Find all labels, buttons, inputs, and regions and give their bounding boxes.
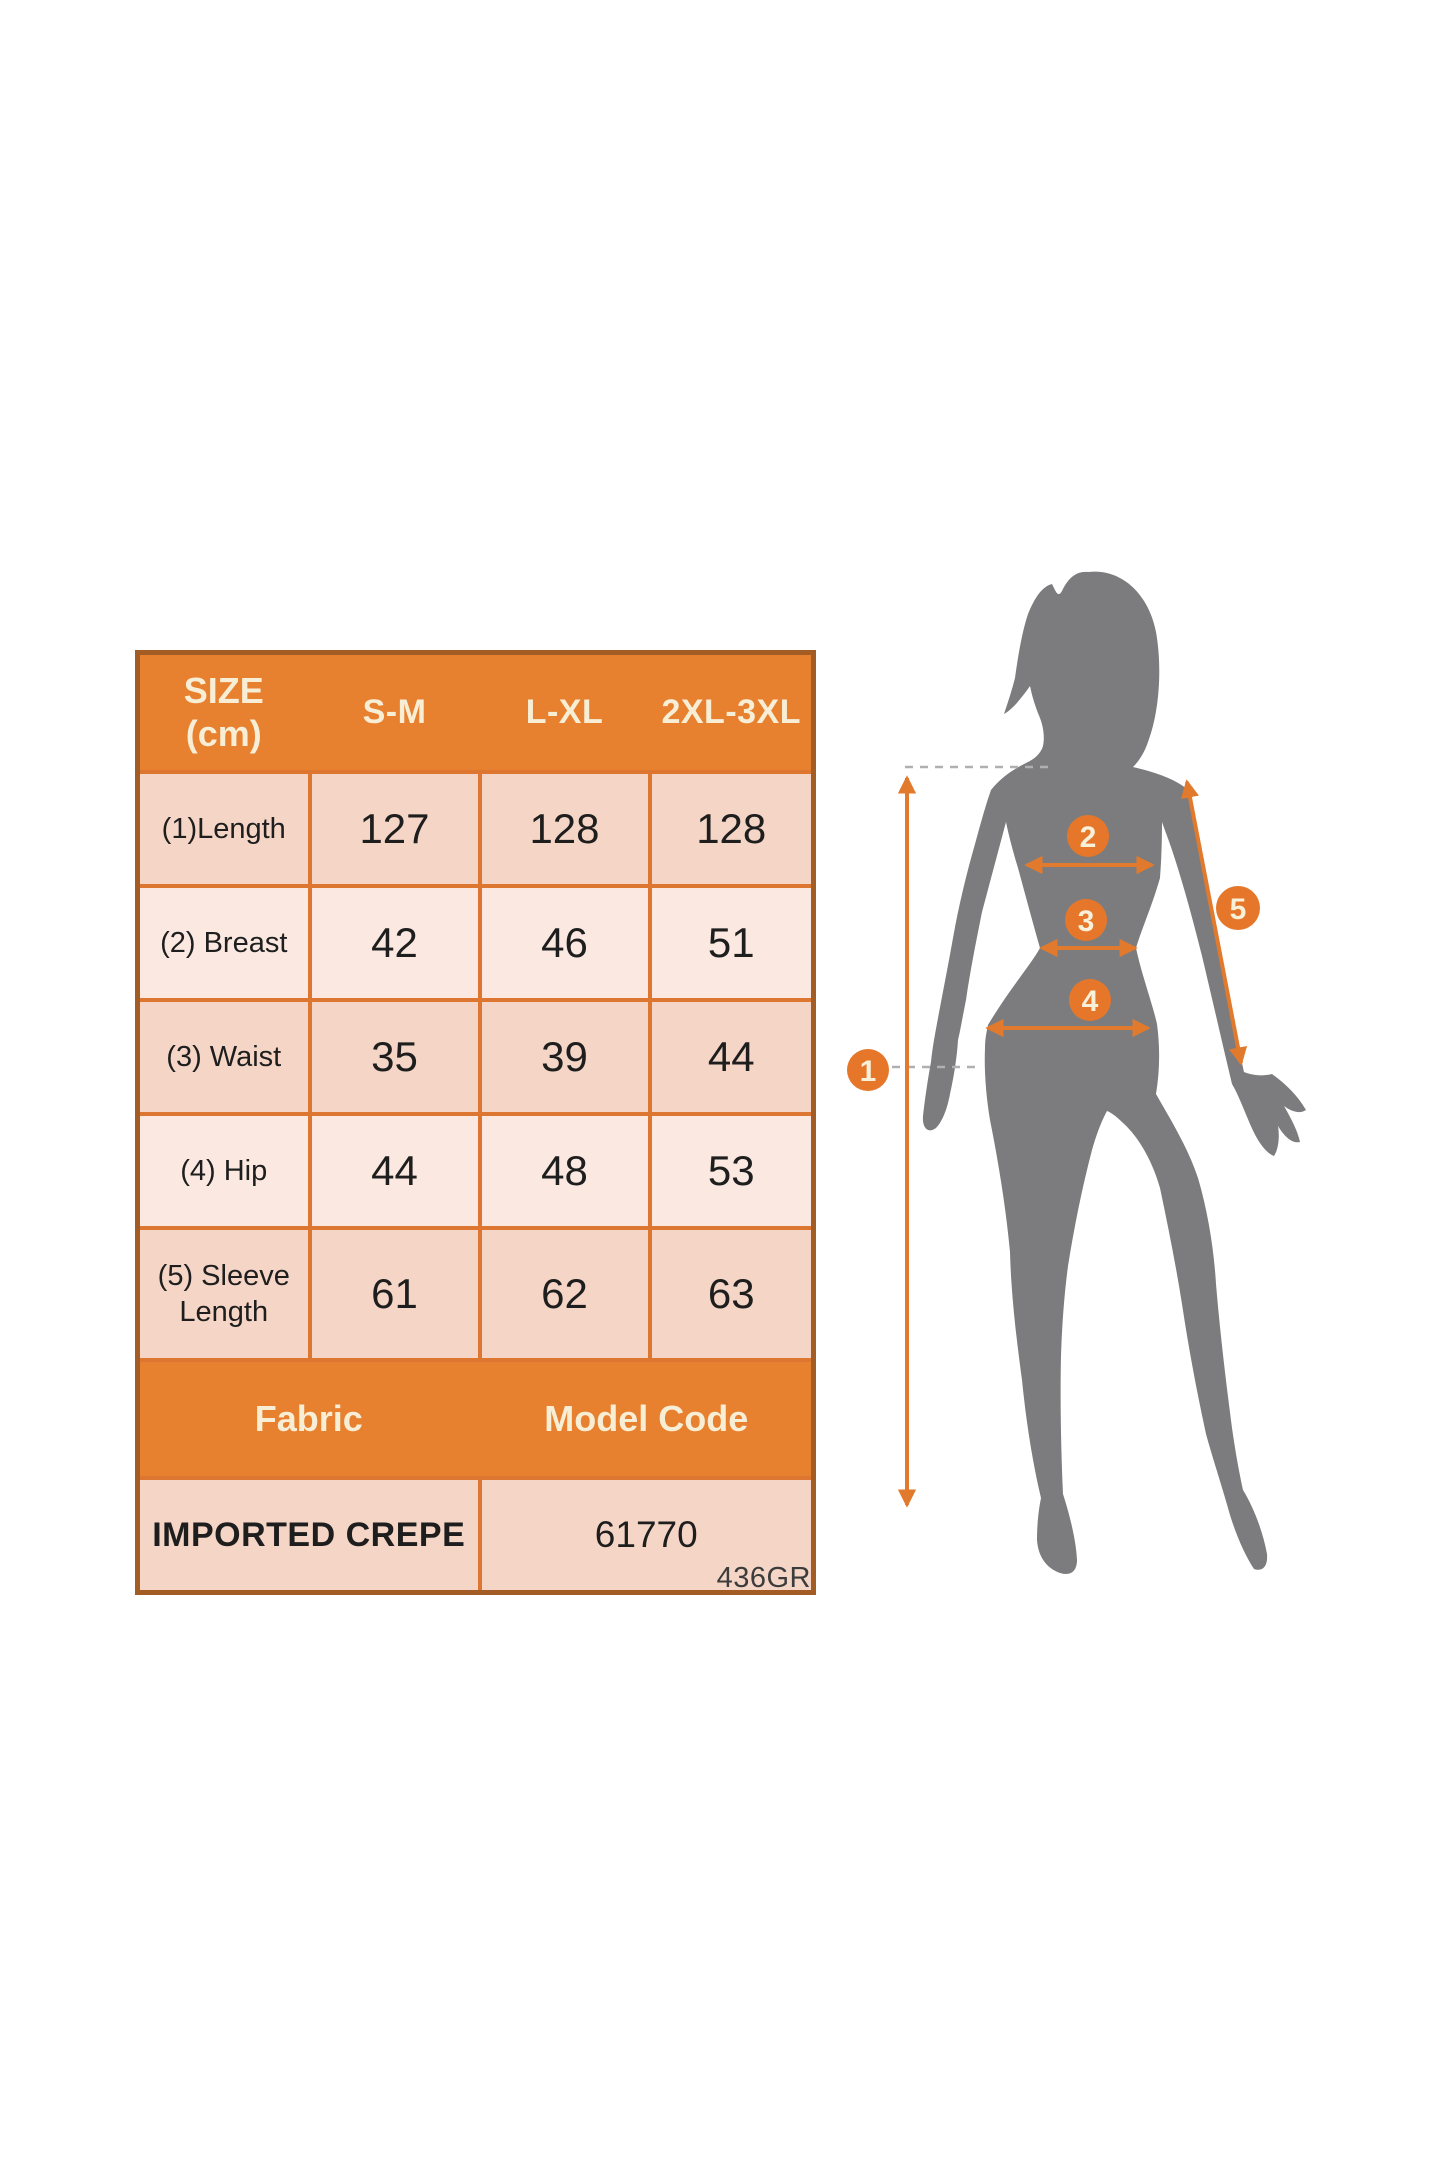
hip-marker: 4 — [1069, 979, 1111, 1021]
size-header-line1: SIZE — [183, 670, 264, 712]
table-footer-values-row: IMPORTED CREPE 61770 — [135, 1476, 816, 1595]
female-silhouette — [922, 571, 1306, 1574]
size-header-line2: (cm) — [185, 712, 262, 754]
length-2xl3xl-value: 128 — [647, 770, 816, 888]
size-chart-table: SIZE (cm) S-M L-XL 2XL-3XL (1)Length 127… — [135, 650, 816, 1595]
length-marker: 1 — [847, 1049, 889, 1091]
breast-marker-number: 2 — [1080, 821, 1097, 854]
size-chart: SIZE (cm) S-M L-XL 2XL-3XL (1)Length 127… — [135, 650, 816, 1595]
sleeve-marker: 5 — [1216, 886, 1260, 930]
column-header-2xl3xl: 2XL-3XL — [647, 650, 816, 774]
hip-marker-number: 4 — [1082, 985, 1099, 1018]
sleeve-sm-value: 61 — [307, 1226, 482, 1362]
hip-lxl-value: 48 — [477, 1112, 652, 1230]
sleeve-marker-number: 5 — [1230, 893, 1247, 926]
table-header-row: SIZE (cm) S-M L-XL 2XL-3XL — [135, 650, 816, 774]
length-lxl-value: 128 — [477, 770, 652, 888]
table-footer-header-row: Fabric Model Code — [135, 1358, 816, 1480]
model-code-value-cell: 61770 — [477, 1476, 816, 1595]
table-row-breast: (2) Breast 42 46 51 — [135, 884, 816, 1002]
breast-2xl3xl-value: 51 — [647, 884, 816, 1002]
size-cm-header-cell: SIZE (cm) — [135, 650, 312, 774]
waist-2xl3xl-value: 44 — [647, 998, 816, 1116]
model-code-header-cell: Model Code — [477, 1358, 816, 1480]
row-label-sleeve-length: (5) Sleeve Length — [135, 1226, 312, 1362]
row-label-length: (1)Length — [135, 770, 312, 888]
length-sm-value: 127 — [307, 770, 482, 888]
column-header-lxl: L-XL — [477, 650, 652, 774]
measurement-figure: 1 2 3 4 5 — [830, 560, 1360, 1620]
waist-sm-value: 35 — [307, 998, 482, 1116]
waist-marker: 3 — [1065, 899, 1107, 941]
row-label-waist: (3) Waist — [135, 998, 312, 1116]
breast-lxl-value: 46 — [477, 884, 652, 1002]
hip-2xl3xl-value: 53 — [647, 1112, 816, 1230]
sleeve-lxl-value: 62 — [477, 1226, 652, 1362]
breast-sm-value: 42 — [307, 884, 482, 1002]
sleeve-measure-arrow — [1180, 779, 1248, 1066]
table-row-hip: (4) Hip 44 48 53 — [135, 1112, 816, 1230]
row-label-hip: (4) Hip — [135, 1112, 312, 1230]
breast-marker: 2 — [1067, 815, 1109, 857]
hip-sm-value: 44 — [307, 1112, 482, 1230]
table-row-sleeve-length: (5) Sleeve Length 61 62 63 — [135, 1226, 816, 1362]
table-row-length: (1)Length 127 128 128 — [135, 770, 816, 888]
length-marker-number: 1 — [860, 1055, 877, 1088]
fabric-header-cell: Fabric — [135, 1358, 482, 1480]
sleeve-2xl3xl-value: 63 — [647, 1226, 816, 1362]
image-code-footnote: 436GR — [716, 1562, 811, 1594]
row-label-breast: (2) Breast — [135, 884, 312, 1002]
waist-marker-number: 3 — [1078, 905, 1095, 938]
table-row-waist: (3) Waist 35 39 44 — [135, 998, 816, 1116]
fabric-value-cell: IMPORTED CREPE — [135, 1476, 482, 1595]
waist-lxl-value: 39 — [477, 998, 652, 1116]
column-header-sm: S-M — [307, 650, 482, 774]
